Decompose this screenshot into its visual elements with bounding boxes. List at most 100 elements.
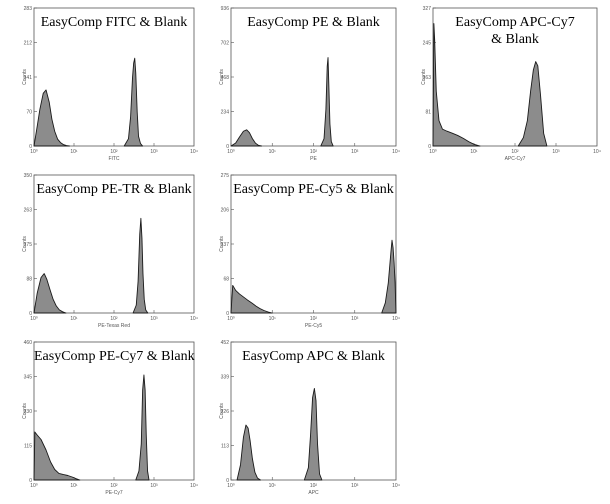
histogram-peak xyxy=(432,23,481,147)
histogram-peak xyxy=(303,387,323,481)
x-tick-label: 10³ xyxy=(351,483,359,489)
histogram-peak xyxy=(135,374,150,481)
y-tick-label: 0 xyxy=(226,144,229,150)
x-tick-label: 10⁰ xyxy=(227,316,235,322)
histogram-peak xyxy=(33,89,70,147)
y-tick-label: 70 xyxy=(26,110,32,116)
x-tick-label: 10⁰ xyxy=(429,149,437,155)
x-tick-label: 10¹ xyxy=(70,483,78,489)
y-tick-label: 163 xyxy=(423,75,432,81)
x-tick-label: 10³ xyxy=(150,483,158,489)
x-tick-label: 10⁴ xyxy=(190,149,198,155)
x-axis-label: FITC xyxy=(108,156,119,162)
histogram-peak xyxy=(320,57,334,147)
y-tick-label: 113 xyxy=(221,444,229,450)
y-tick-label: 350 xyxy=(24,173,33,179)
y-tick-label: 0 xyxy=(29,311,32,317)
y-tick-label: 0 xyxy=(428,144,431,150)
x-tick-label: 10³ xyxy=(150,316,158,322)
x-tick-label: 10¹ xyxy=(269,149,277,155)
x-tick-label: 10² xyxy=(110,483,118,489)
panel-title: EasyComp FITC & Blank xyxy=(40,15,188,30)
y-tick-label: 226 xyxy=(221,409,230,415)
x-tick-label: 10⁴ xyxy=(190,483,198,489)
x-tick-label: 10² xyxy=(511,149,519,155)
y-tick-label: 206 xyxy=(221,208,230,214)
y-tick-label: 0 xyxy=(29,144,32,150)
histogram-peak xyxy=(123,57,144,147)
x-axis-label: PE-Cy7 xyxy=(105,490,122,496)
y-tick-label: 234 xyxy=(221,110,230,116)
x-tick-label: 10² xyxy=(310,149,318,155)
panel-title: EasyComp APC & Blank xyxy=(242,349,385,364)
y-tick-label: 175 xyxy=(24,242,33,248)
x-tick-label: 10⁰ xyxy=(30,316,38,322)
y-tick-label: 212 xyxy=(24,41,33,47)
histogram-panel: 0 234 468 702 936 10⁰ 10¹ 10² 10³ 10⁴ Counts PE Easy… xyxy=(219,6,400,162)
y-tick-label: 88 xyxy=(26,277,32,283)
y-tick-label: 327 xyxy=(423,6,432,12)
histogram-svg: 0 234 468 702 936 10⁰ 10¹ 10² 10³ 10⁴ Counts PE xyxy=(219,6,400,162)
histogram-panel: 0 70 141 212 283 10⁰ 10¹ 10² 10³ 10⁴ Counts FITC Eas… xyxy=(22,6,198,162)
y-axis-label: Counts xyxy=(22,403,28,419)
x-tick-label: 10² xyxy=(110,316,118,322)
y-axis-label: Counts xyxy=(219,403,225,419)
y-tick-label: 345 xyxy=(24,375,33,381)
x-tick-label: 10¹ xyxy=(269,483,277,489)
histogram-peak xyxy=(236,424,261,481)
panel-title: EasyComp PE-Cy5 & Blank xyxy=(233,182,394,197)
y-tick-label: 0 xyxy=(226,478,229,484)
x-axis-label: PE-Texas Red xyxy=(98,323,130,329)
x-tick-label: 10⁴ xyxy=(392,316,400,322)
y-tick-label: 468 xyxy=(221,75,230,81)
histogram-panel: 0 68 137 206 275 10⁰ 10¹ 10² 10³ 10⁴ Counts PE-Cy5 E… xyxy=(219,173,400,329)
histogram-panel: 0 115 230 345 460 10⁰ 10¹ 10² 10³ 10⁴ Counts PE-Cy7… xyxy=(22,340,198,496)
y-axis-label: Counts xyxy=(421,69,427,85)
y-tick-label: 275 xyxy=(221,173,230,179)
y-tick-label: 460 xyxy=(24,340,33,346)
histogram-svg: 0 113 226 339 452 10⁰ 10¹ 10² 10³ 10⁴ Counts APC xyxy=(219,340,400,496)
y-tick-label: 936 xyxy=(221,6,230,12)
x-tick-label: 10⁰ xyxy=(227,149,235,155)
histogram-panel: 0 113 226 339 452 10⁰ 10¹ 10² 10³ 10⁴ Counts APC Eas… xyxy=(219,340,400,496)
y-tick-label: 81 xyxy=(425,110,431,116)
x-tick-label: 10² xyxy=(310,483,318,489)
y-axis-label: Counts xyxy=(22,236,28,252)
y-tick-label: 137 xyxy=(221,242,230,248)
x-tick-label: 10⁰ xyxy=(30,149,38,155)
x-tick-label: 10⁰ xyxy=(227,483,235,489)
y-tick-label: 283 xyxy=(24,6,33,12)
x-tick-label: 10¹ xyxy=(70,316,78,322)
x-axis-label: PE-Cy5 xyxy=(305,323,322,329)
x-tick-label: 10⁴ xyxy=(392,483,400,489)
y-tick-label: 68 xyxy=(223,277,229,283)
x-axis-label: APC xyxy=(308,490,319,496)
y-tick-label: 0 xyxy=(226,311,229,317)
histogram-peak xyxy=(517,61,548,147)
x-tick-label: 10¹ xyxy=(470,149,478,155)
panel-title: EasyComp PE & Blank xyxy=(247,15,380,30)
histogram-peak xyxy=(230,129,262,147)
histogram-peak xyxy=(230,284,273,314)
y-tick-label: 245 xyxy=(423,41,432,47)
x-axis-label: APC-Cy7 xyxy=(505,156,526,162)
histogram-svg: 0 115 230 345 460 10⁰ 10¹ 10² 10³ 10⁴ Counts PE-Cy7 xyxy=(22,340,198,496)
x-tick-label: 10¹ xyxy=(269,316,277,322)
histogram-svg: 0 88 175 263 350 10⁰ 10¹ 10² 10³ 10⁴ Counts PE-Texa… xyxy=(22,173,198,329)
panel-title-line: EasyComp APC-Cy7 xyxy=(455,15,575,30)
y-tick-label: 452 xyxy=(221,340,230,346)
x-tick-label: 10³ xyxy=(351,316,359,322)
panel-title: EasyComp PE-Cy7 & Blank xyxy=(34,349,195,364)
histogram-peak xyxy=(33,273,67,314)
x-tick-label: 10⁰ xyxy=(30,483,38,489)
panel-title: EasyComp APC-Cy7 & Blank xyxy=(433,14,597,48)
y-tick-label: 230 xyxy=(24,409,33,415)
y-axis-label: Counts xyxy=(219,236,225,252)
histogram-panel: 0 88 175 263 350 10⁰ 10¹ 10² 10³ 10⁴ Counts PE-Texa… xyxy=(22,173,198,329)
x-tick-label: 10⁴ xyxy=(190,316,198,322)
y-tick-label: 263 xyxy=(24,208,33,214)
x-tick-label: 10² xyxy=(310,316,318,322)
y-tick-label: 339 xyxy=(221,375,230,381)
histogram-svg: 0 70 141 212 283 10⁰ 10¹ 10² 10³ 10⁴ Counts FITC xyxy=(22,6,198,162)
histogram-peak xyxy=(132,217,149,314)
